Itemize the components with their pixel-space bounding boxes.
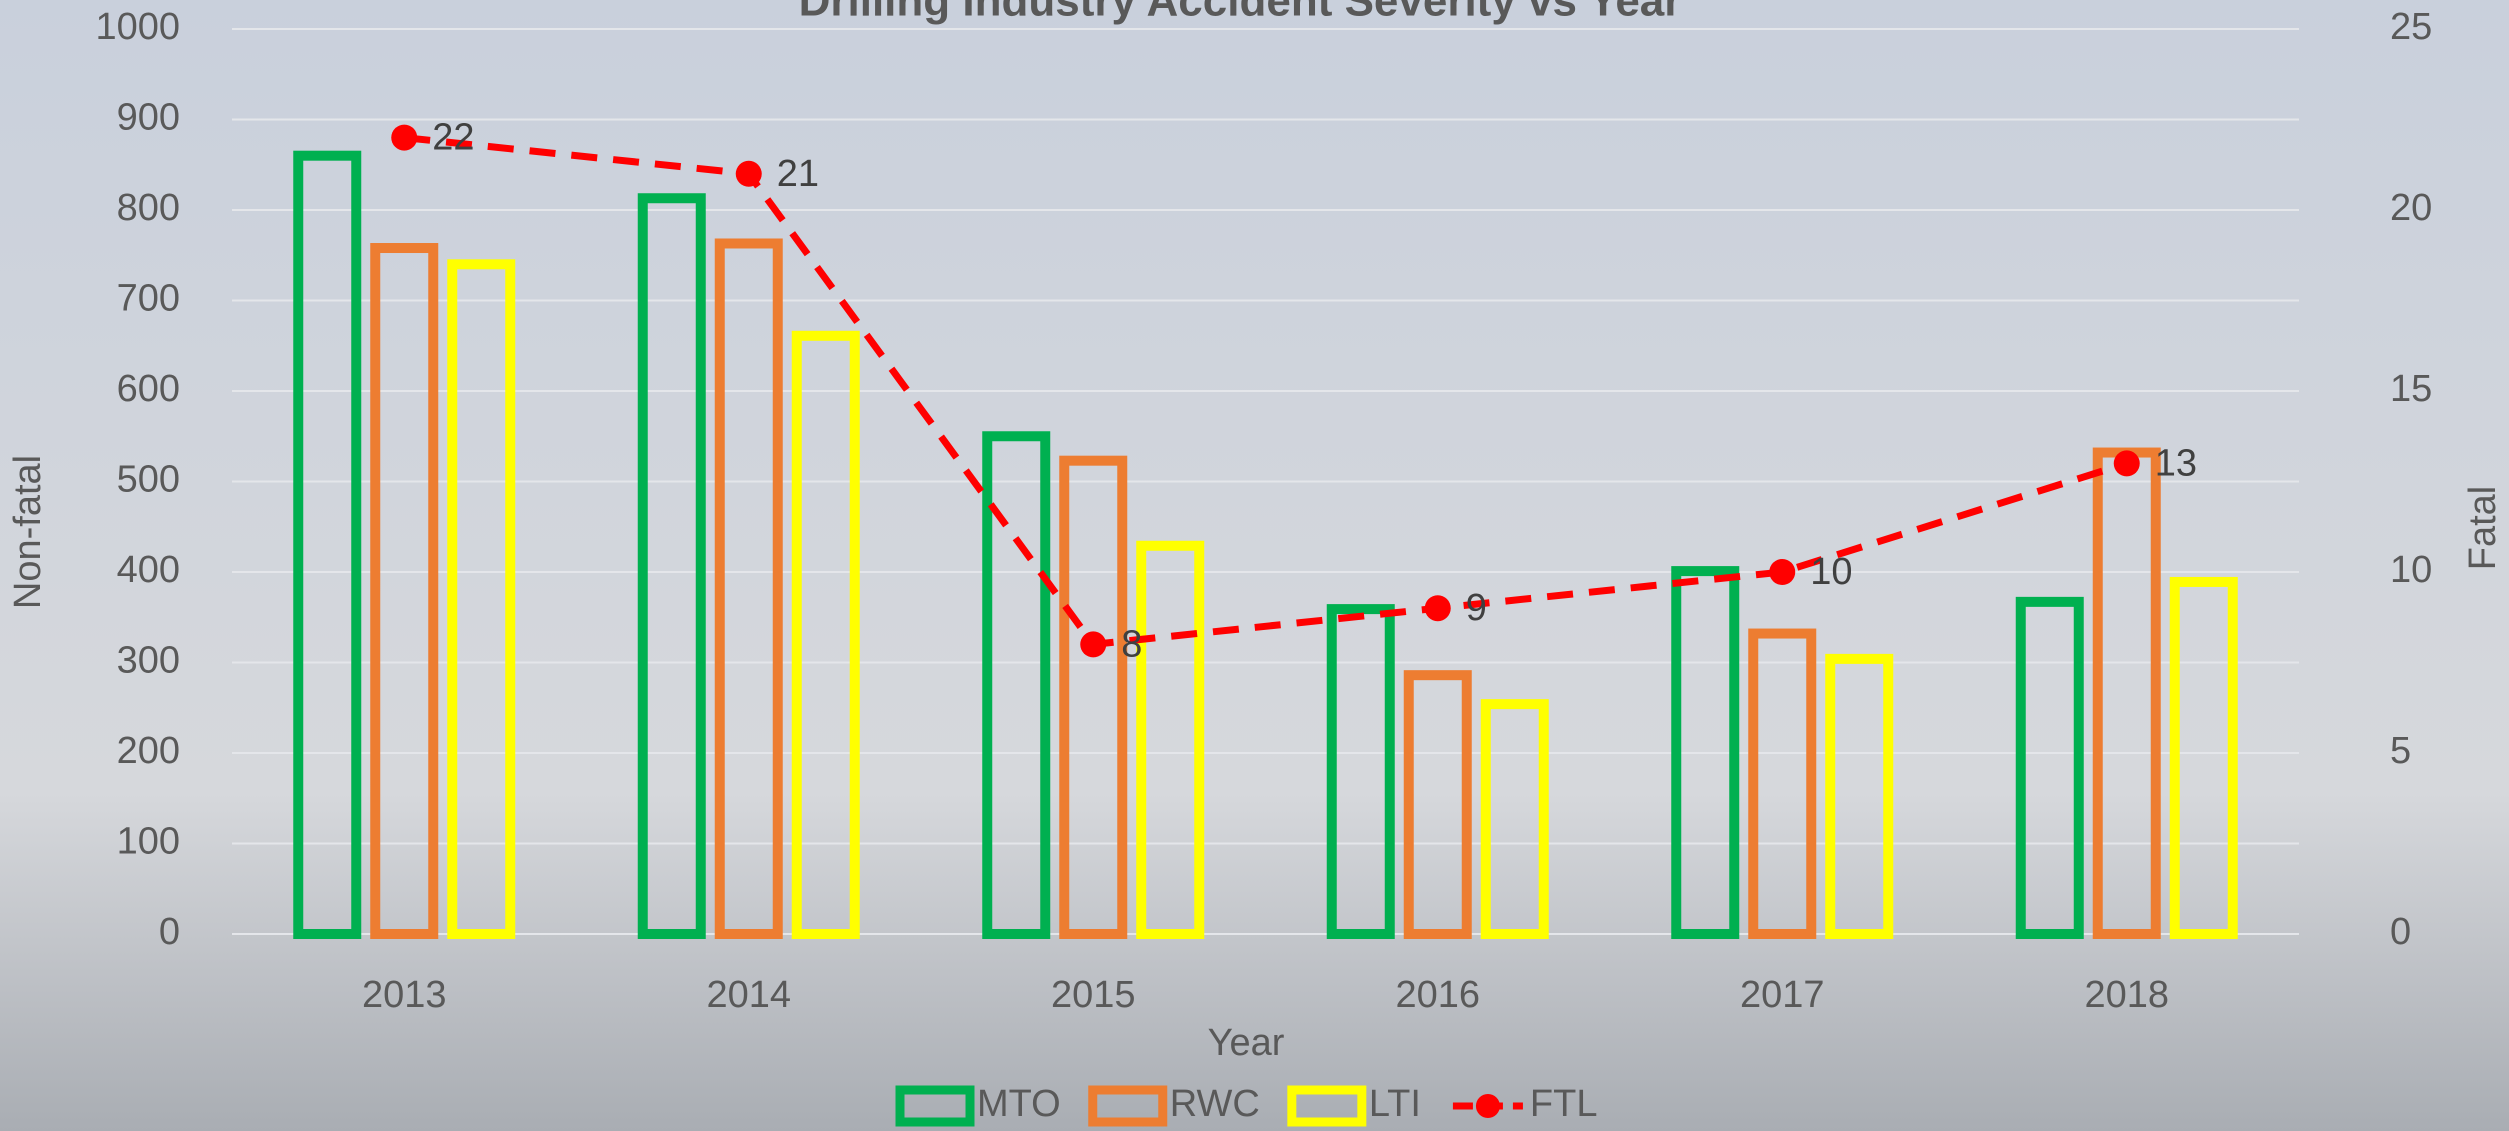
data-label: 21 — [777, 153, 819, 195]
y2-tick-label: 15 — [2390, 368, 2432, 410]
y2-tick-label: 20 — [2390, 187, 2432, 229]
page: {"chart_data": {"type": "bar", "title": … — [0, 0, 2509, 1131]
x-tick-label: 2014 — [706, 974, 791, 1016]
y2-tick-label: 5 — [2390, 730, 2411, 772]
legend-label: LTI — [1369, 1083, 1421, 1125]
line-point — [1769, 559, 1795, 585]
data-label: 10 — [1810, 551, 1852, 593]
y2-tick-label: 10 — [2390, 549, 2432, 591]
x-tick-label: 2017 — [1740, 974, 1825, 1016]
x-axis-label: Year — [1208, 1022, 1285, 1064]
line-point — [2114, 450, 2140, 476]
line-point — [736, 161, 762, 187]
chart: Drilling Industry Accident Severity vs Y… — [0, 0, 2509, 1131]
y-tick-label: 600 — [117, 368, 180, 410]
y-tick-label: 300 — [117, 640, 180, 682]
y-tick-label: 200 — [117, 730, 180, 772]
data-label: 9 — [1466, 587, 1487, 629]
data-label: 22 — [432, 117, 474, 159]
y-tick-label: 0 — [159, 911, 180, 953]
y-tick-label: 100 — [117, 821, 180, 863]
x-tick-label: 2018 — [2084, 974, 2169, 1016]
legend-label: RWC — [1170, 1083, 1260, 1125]
x-tick-label: 2013 — [362, 974, 447, 1016]
y-tick-label: 900 — [117, 97, 180, 139]
y-tick-label: 500 — [117, 459, 180, 501]
y-tick-label: 1000 — [95, 6, 180, 48]
chart-title: Drilling Industry Accident Severity vs Y… — [799, 0, 1682, 26]
legend-label: FTL — [1530, 1083, 1598, 1125]
y-tick-label: 400 — [117, 549, 180, 591]
y2-axis-label: Fatal — [2462, 486, 2504, 570]
y2-tick-label: 25 — [2390, 6, 2432, 48]
legend-swatch — [1476, 1094, 1500, 1118]
y-tick-label: 800 — [117, 187, 180, 229]
line-point — [1425, 595, 1451, 621]
line-point — [1080, 631, 1106, 657]
y-axis-label: Non-fatal — [7, 455, 49, 609]
y2-tick-label: 0 — [2390, 911, 2411, 953]
data-label: 13 — [2155, 442, 2197, 484]
x-tick-label: 2015 — [1051, 974, 1136, 1016]
line-point — [391, 125, 417, 151]
data-label: 8 — [1121, 623, 1142, 665]
y-tick-label: 700 — [117, 278, 180, 320]
x-tick-label: 2016 — [1395, 974, 1480, 1016]
legend-label: MTO — [977, 1083, 1061, 1125]
